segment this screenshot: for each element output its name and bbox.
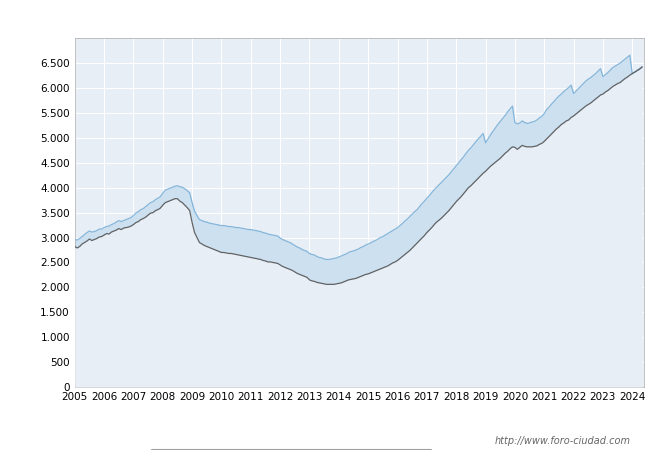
Text: http://www.foro-ciudad.com: http://www.foro-ciudad.com: [495, 436, 630, 446]
Text: Albuixech - Evolucion de la poblacion en edad de Trabajar Mayo de 2024: Albuixech - Evolucion de la poblacion en…: [83, 12, 567, 25]
Legend: Ocupados, Parados, Hab. entre 16-64: Ocupados, Parados, Hab. entre 16-64: [150, 449, 432, 450]
